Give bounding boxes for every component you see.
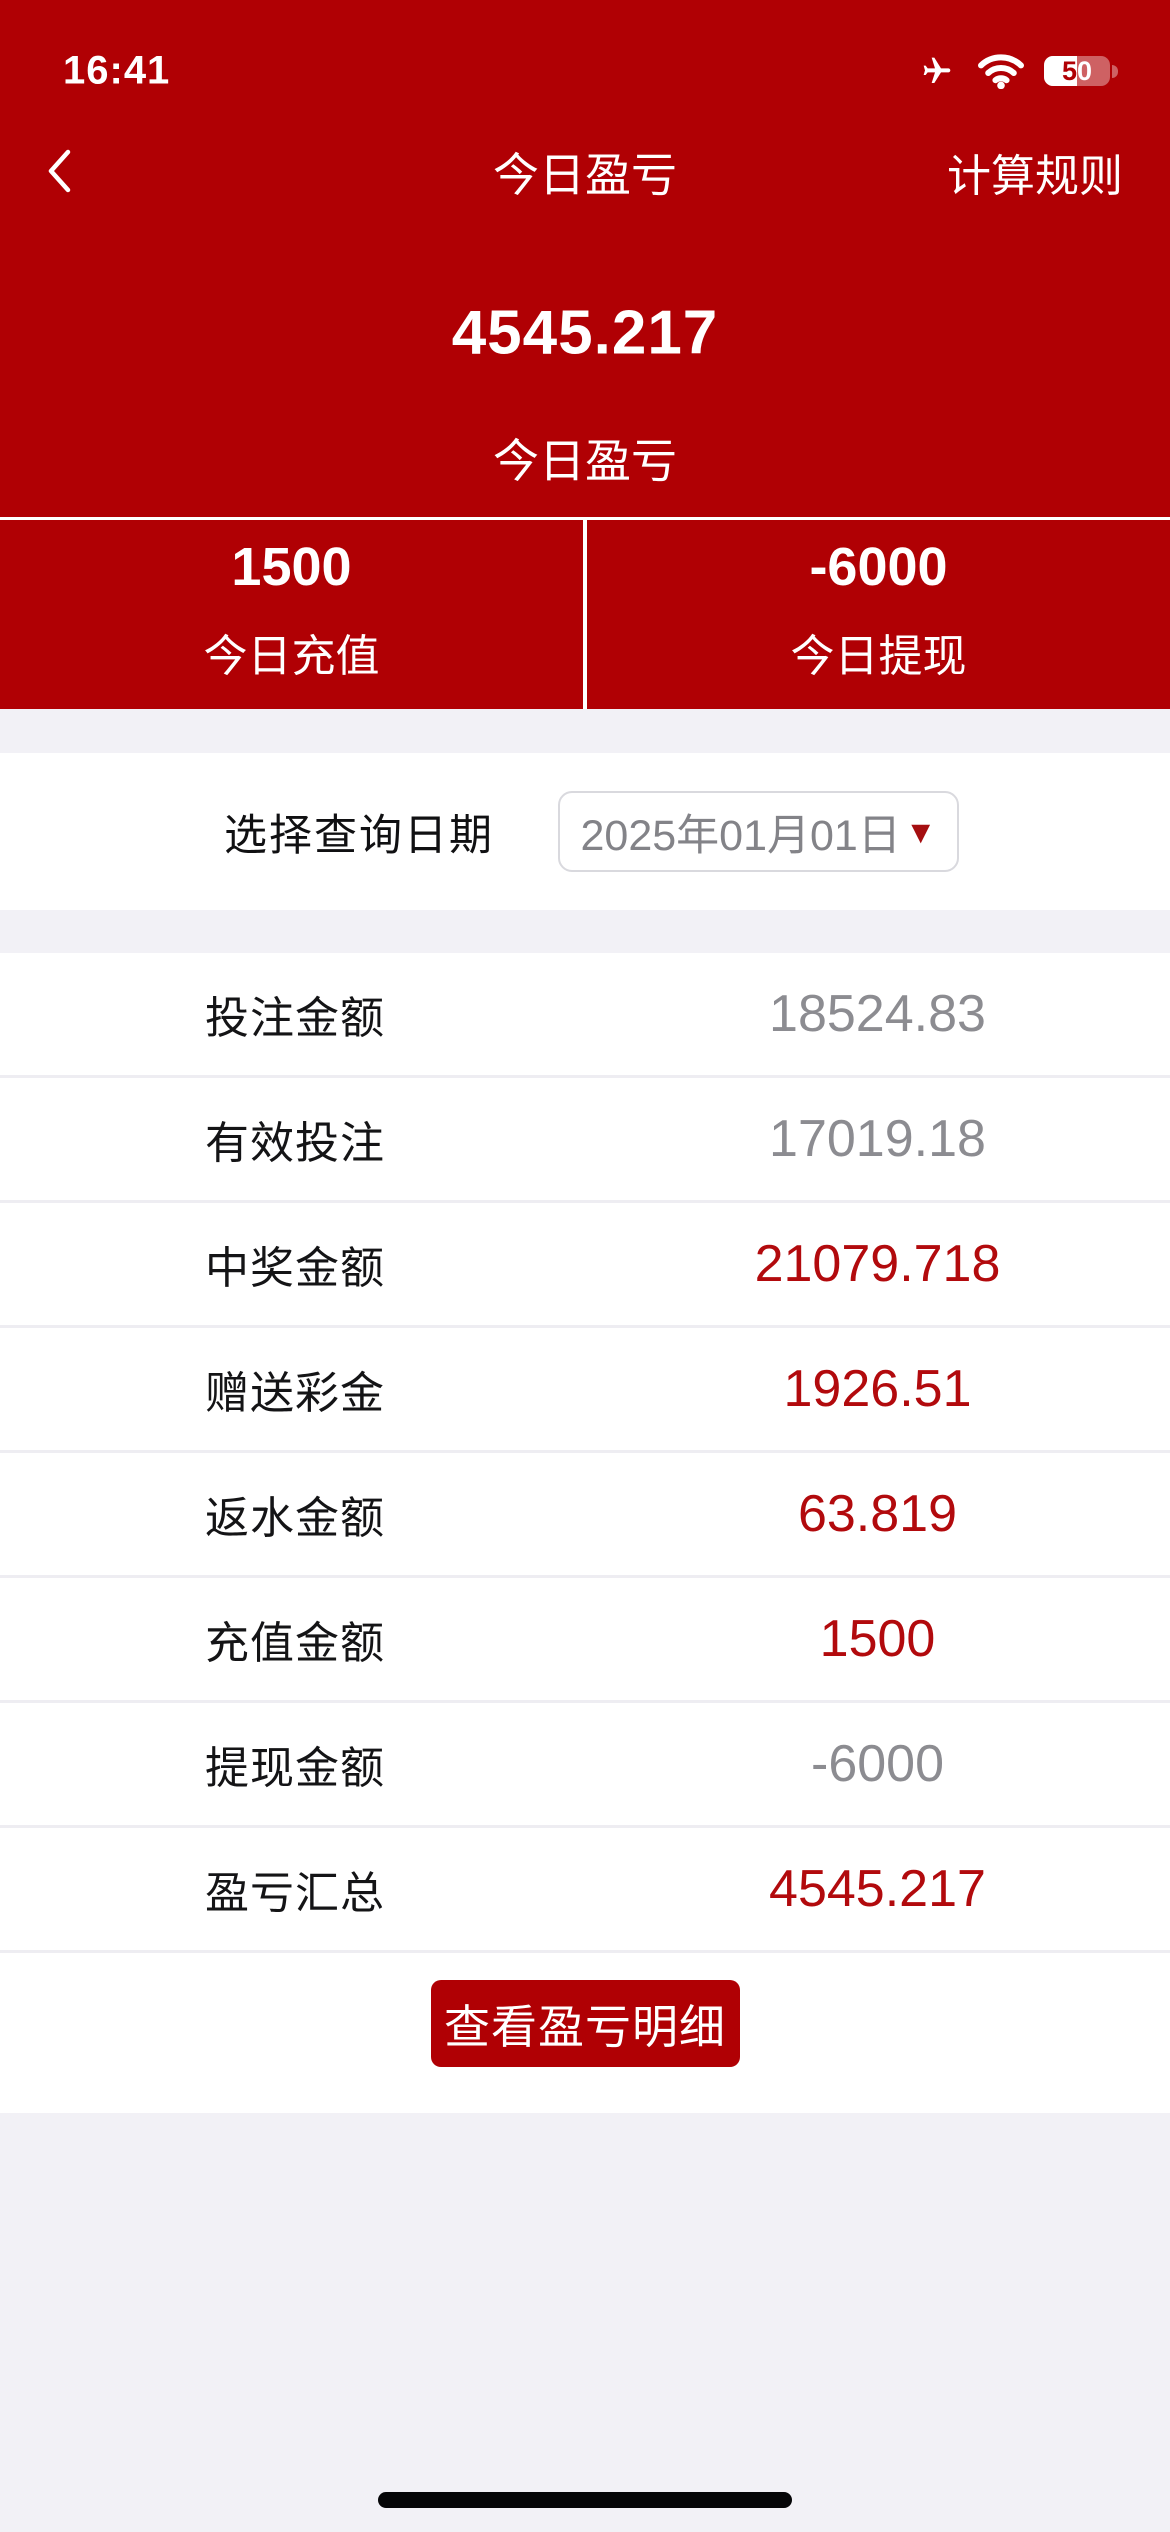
date-select-value: 2025年01月01日 (580, 811, 901, 860)
view-profit-detail-button[interactable]: 查看盈亏明细 (430, 1980, 740, 2067)
row-label: 提现金额 (205, 1744, 385, 1793)
home-indicator[interactable] (378, 2492, 792, 2508)
row-label: 投注金额 (205, 994, 385, 1043)
back-button[interactable] (45, 137, 105, 207)
row-value: 1926.51 (783, 1360, 972, 1418)
table-row: 盈亏汇总 4545.217 (0, 1828, 1170, 1953)
row-label: 赠送彩金 (205, 1369, 385, 1418)
table-row: 返水金额 63.819 (0, 1453, 1170, 1578)
today-deposit-cell: 1500 今日充值 (0, 520, 583, 709)
row-value: 21079.718 (754, 1235, 1001, 1293)
section-divider (0, 910, 1170, 953)
table-row: 中奖金额 21079.718 (0, 1203, 1170, 1328)
row-value: 63.819 (797, 1485, 958, 1543)
dropdown-arrow-icon: ▼ (904, 813, 937, 850)
nav-bar: 今日盈亏 计算规则 (0, 120, 1170, 224)
status-icons: 50 50 (916, 53, 1118, 89)
airplane-mode-icon (916, 55, 958, 87)
date-picker-label: 选择查询日期 (224, 811, 494, 860)
battery-cap (1112, 64, 1118, 78)
row-label: 返水金额 (205, 1494, 385, 1543)
row-value: -6000 (811, 1735, 944, 1793)
calc-rules-link[interactable]: 计算规则 (947, 140, 1123, 204)
footer-area (0, 2113, 1170, 2532)
profit-header: 16:41 50 50 (0, 0, 1170, 520)
battery-icon: 50 50 (1044, 56, 1118, 86)
row-value: 18524.83 (769, 985, 986, 1043)
page-title: 今日盈亏 (493, 149, 677, 201)
row-value: 17019.18 (769, 1110, 986, 1168)
today-deposit-value: 1500 (231, 537, 352, 597)
today-withdraw-cell: -6000 今日提现 (583, 520, 1170, 709)
row-label: 盈亏汇总 (205, 1869, 385, 1918)
summary-cells: 1500 今日充值 -6000 今日提现 (0, 520, 1170, 709)
table-row: 有效投注 17019.18 (0, 1078, 1170, 1203)
date-select[interactable]: 2025年01月01日 ▼ (558, 791, 959, 872)
detail-button-area: 查看盈亏明细 (0, 1953, 1170, 2113)
section-divider (0, 709, 1170, 753)
date-picker-row: 选择查询日期 2025年01月01日 ▼ (0, 753, 1170, 910)
row-value: 1500 (819, 1610, 936, 1668)
row-label: 中奖金额 (205, 1244, 385, 1293)
table-row: 投注金额 18524.83 (0, 953, 1170, 1078)
status-time: 16:41 (63, 48, 171, 93)
back-chevron-icon (45, 147, 73, 198)
today-deposit-label: 今日充值 (203, 632, 380, 681)
profit-table: 投注金额 18524.83 有效投注 17019.18 中奖金额 21079.7… (0, 953, 1170, 1953)
today-withdraw-value: -6000 (809, 537, 948, 597)
table-row: 提现金额 -6000 (0, 1703, 1170, 1828)
row-label: 充值金额 (205, 1619, 385, 1668)
table-row: 赠送彩金 1926.51 (0, 1328, 1170, 1453)
row-value: 4545.217 (769, 1860, 986, 1918)
today-profit-amount: 4545.217 (451, 298, 719, 368)
today-profit-caption: 今日盈亏 (493, 435, 677, 487)
table-row: 充值金额 1500 (0, 1578, 1170, 1703)
today-withdraw-label: 今日提现 (790, 632, 967, 681)
row-label: 有效投注 (205, 1119, 385, 1168)
wifi-icon (977, 53, 1025, 89)
